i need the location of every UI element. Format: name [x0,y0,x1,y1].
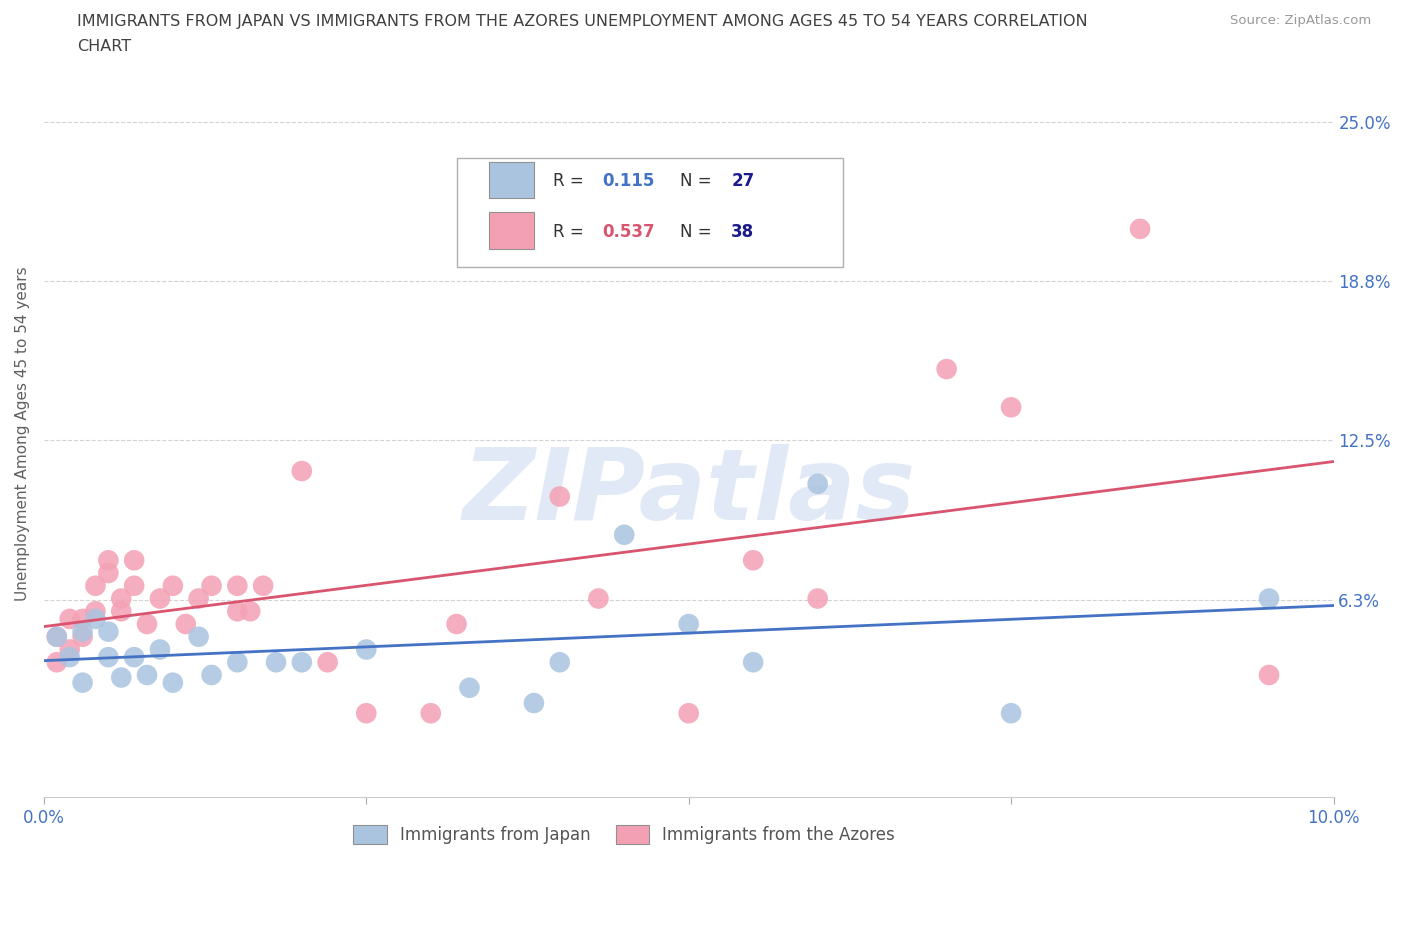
FancyBboxPatch shape [489,162,534,198]
Point [187,630,209,644]
Point [252,578,274,593]
Point [1000,706,1022,721]
Point [110,591,132,606]
Point [45,655,67,670]
Point [72,624,94,639]
Point [162,675,184,690]
Point [239,604,262,618]
Text: CHART: CHART [77,39,131,54]
Point [678,617,700,631]
Point [59,611,82,626]
Point [149,642,172,657]
Point [419,706,441,721]
Point [162,578,184,593]
Point [291,655,314,670]
Point [122,578,145,593]
Point [97,650,120,665]
Point [226,604,249,618]
Point [356,706,378,721]
Point [200,668,222,683]
Point [187,591,209,606]
Point [84,611,107,626]
Point [84,604,107,618]
Text: R =: R = [554,172,589,191]
Point [136,617,159,631]
Point [446,617,468,631]
Point [72,611,94,626]
Point [588,591,610,606]
Text: 27: 27 [731,172,755,191]
Point [149,591,172,606]
Point [807,476,830,491]
Text: 38: 38 [731,223,755,241]
Point [548,489,571,504]
Legend: Immigrants from Japan, Immigrants from the Azores: Immigrants from Japan, Immigrants from t… [347,818,901,851]
Point [523,696,546,711]
Point [935,362,957,377]
Point [174,617,197,631]
Point [291,464,314,479]
Point [110,671,132,685]
Point [742,552,765,567]
Text: IMMIGRANTS FROM JAPAN VS IMMIGRANTS FROM THE AZORES UNEMPLOYMENT AMONG AGES 45 T: IMMIGRANTS FROM JAPAN VS IMMIGRANTS FROM… [77,14,1088,29]
Point [1129,221,1152,236]
Point [678,706,700,721]
Point [1258,668,1281,683]
Point [316,655,339,670]
Point [613,527,636,542]
Point [1000,400,1022,415]
Point [122,650,145,665]
Point [45,630,67,644]
Point [97,565,120,580]
Point [1258,591,1281,606]
Text: R =: R = [554,223,589,241]
Point [59,650,82,665]
Point [45,630,67,644]
Text: ZIPatlas: ZIPatlas [463,444,915,540]
Point [548,655,571,670]
Point [122,552,145,567]
Point [226,655,249,670]
Text: N =: N = [679,172,717,191]
Y-axis label: Unemployment Among Ages 45 to 54 years: Unemployment Among Ages 45 to 54 years [15,267,30,602]
Point [72,630,94,644]
Point [97,624,120,639]
Text: 0.537: 0.537 [602,223,655,241]
Point [742,655,765,670]
Point [200,578,222,593]
Point [264,655,287,670]
Point [110,604,132,618]
Point [807,591,830,606]
Point [136,668,159,683]
Point [356,642,378,657]
FancyBboxPatch shape [457,158,844,267]
Point [84,578,107,593]
Point [72,675,94,690]
Text: Source: ZipAtlas.com: Source: ZipAtlas.com [1230,14,1371,27]
Point [59,642,82,657]
Text: 0.115: 0.115 [602,172,655,191]
FancyBboxPatch shape [489,212,534,249]
Point [226,578,249,593]
Point [97,552,120,567]
Point [458,681,481,696]
Text: N =: N = [679,223,717,241]
